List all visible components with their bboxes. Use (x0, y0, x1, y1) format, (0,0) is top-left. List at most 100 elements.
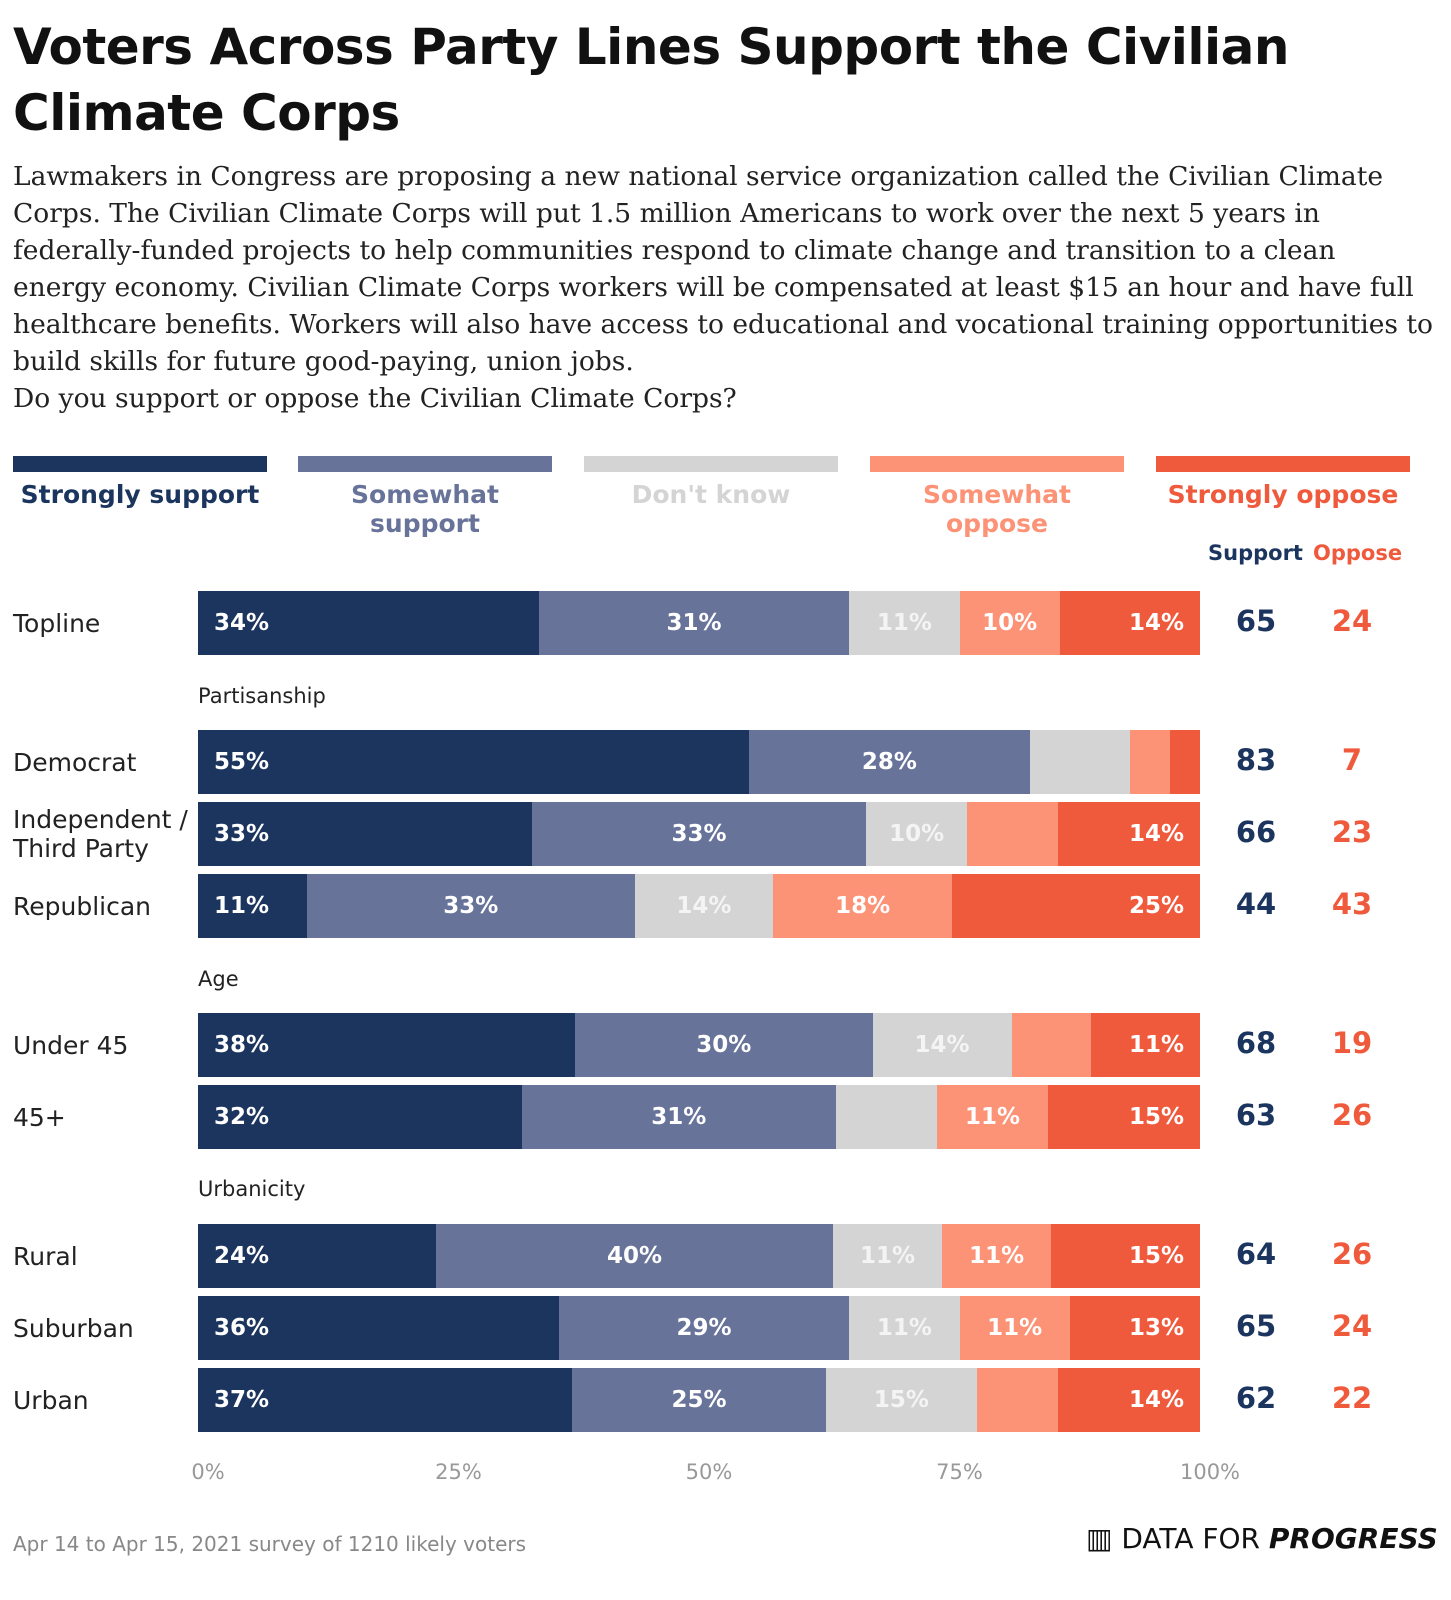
data-label: 11% (964, 1104, 1021, 1130)
legend-item: Somewhat oppose (870, 456, 1124, 538)
bar-segment-somewhat-support (538, 591, 850, 655)
bar-segment-somewhat-support (558, 1296, 850, 1360)
data-label: 13% (1128, 1315, 1184, 1341)
legend-label: Strongly oppose (1167, 480, 1399, 509)
row-label: Topline (13, 608, 101, 638)
oppose-total: 19 (1331, 1026, 1373, 1060)
row-label: Republican (13, 891, 152, 921)
bar-segment-strongly-oppose (1048, 1085, 1201, 1149)
bar-segment-somewhat-oppose (967, 802, 1059, 866)
data-label: 14% (1128, 821, 1184, 847)
bar-segment-strongly-support (198, 1085, 523, 1149)
bar-segment-strongly-oppose (1069, 1296, 1201, 1360)
data-label: 31% (666, 610, 722, 636)
x-tick-label: 25% (435, 1460, 482, 1484)
bar-segment-somewhat-support (532, 802, 867, 866)
bar-segment-don-t-know (835, 1085, 938, 1149)
bar-segment-don-t-know (832, 1224, 943, 1288)
oppose-total: 24 (1331, 1309, 1373, 1343)
bar-segment-don-t-know (866, 802, 968, 866)
legend-swatch (584, 456, 838, 472)
support-total: 44 (1235, 887, 1277, 921)
data-label: 11% (859, 1243, 916, 1269)
bar-segment-strongly-support (198, 1224, 437, 1288)
legend-swatch (870, 456, 1124, 472)
bar-segment-don-t-know (825, 1368, 978, 1432)
question-text: Do you support or oppose the Civilian Cl… (13, 383, 737, 414)
bar-segment-somewhat-support (521, 1085, 837, 1149)
bar-segment-strongly-oppose (1058, 1368, 1201, 1432)
x-tick-label: 50% (685, 1460, 733, 1484)
row-label: Independent / Third Party (13, 805, 188, 863)
bar-segment-don-t-know (849, 1296, 961, 1360)
legend-label: Strongly support (20, 480, 260, 509)
data-label: 10% (982, 610, 1038, 636)
data-label: 24% (214, 1243, 270, 1269)
chart-title: Voters Across Party Lines Support the Ci… (13, 18, 1290, 142)
data-label: 11% (214, 893, 270, 919)
group-label: Urbanicity (198, 1177, 306, 1201)
logo: ▥ DATA FOR PROGRESS (1086, 1522, 1438, 1555)
data-label: 31% (651, 1104, 707, 1130)
legend-swatch (13, 456, 267, 472)
legend-label: Somewhat oppose (923, 480, 1071, 538)
data-label: 11% (1128, 1032, 1184, 1058)
row-label: Rural (13, 1241, 78, 1271)
oppose-total: 26 (1331, 1098, 1373, 1132)
oppose-total: 24 (1331, 604, 1373, 638)
row-label: Democrat (13, 747, 137, 777)
bar-segment-somewhat-oppose (1011, 1013, 1092, 1077)
x-tick-label: 0% (191, 1460, 225, 1484)
data-label: 37% (214, 1387, 270, 1413)
data-label: 14% (914, 1032, 970, 1058)
row-label: Under 45 (13, 1030, 129, 1060)
data-label: 11% (969, 1243, 1025, 1269)
logo-text-bold: PROGRESS (1268, 1522, 1438, 1555)
data-label: 25% (1128, 893, 1184, 919)
footer-source: Apr 14 to Apr 15, 2021 survey of 1210 li… (13, 1532, 527, 1556)
bar-segment-somewhat-support (749, 730, 1031, 794)
support-total: 63 (1235, 1098, 1277, 1132)
data-label: 33% (214, 821, 270, 847)
legend-item: Don't know (584, 456, 838, 509)
legend-label: Don't know (631, 480, 791, 509)
bar-segment-don-t-know (872, 1013, 1012, 1077)
legend-item: Strongly support (13, 456, 267, 509)
bar-segment-somewhat-support (574, 1013, 874, 1077)
legend-label: Somewhat support (351, 480, 499, 538)
bar-segment-strongly-support (198, 591, 540, 655)
oppose-header: Oppose (1313, 541, 1403, 565)
data-label: 29% (676, 1315, 732, 1341)
bar-segment-somewhat-oppose (1129, 730, 1171, 794)
data-label: 14% (1128, 1387, 1184, 1413)
bar-segment-strongly-oppose (1090, 1013, 1201, 1077)
support-total: 83 (1235, 743, 1277, 777)
data-label: 30% (696, 1032, 752, 1058)
legend-swatch (1156, 456, 1410, 472)
data-label: 11% (876, 610, 932, 636)
bar-segment-don-t-know (634, 874, 774, 938)
data-label: 36% (214, 1315, 270, 1341)
support-total: 65 (1235, 604, 1277, 638)
bar-segment-somewhat-support (436, 1224, 834, 1288)
legend-item: Strongly oppose (1156, 456, 1410, 509)
bar-segment-strongly-support (198, 1296, 560, 1360)
bar-segment-somewhat-oppose (773, 874, 953, 938)
oppose-total: 7 (1341, 743, 1363, 777)
description-text: Lawmakers in Congress are proposing a ne… (13, 161, 1434, 377)
chart-description: Lawmakers in Congress are proposing a ne… (13, 158, 1433, 417)
data-label: 11% (987, 1315, 1043, 1341)
row-label: Suburban (13, 1313, 134, 1343)
data-label: 25% (671, 1387, 727, 1413)
data-label: 40% (606, 1243, 663, 1269)
x-tick-label: 75% (936, 1460, 983, 1484)
data-label: 18% (835, 893, 891, 919)
oppose-total: 43 (1331, 887, 1373, 921)
oppose-total: 26 (1331, 1237, 1373, 1271)
data-label: 11% (876, 1315, 932, 1341)
data-label: 14% (676, 893, 732, 919)
support-total: 65 (1235, 1309, 1277, 1343)
legend-item: Somewhat support (298, 456, 552, 538)
legend-swatch (298, 456, 552, 472)
logo-icon: ▥ (1086, 1522, 1122, 1555)
